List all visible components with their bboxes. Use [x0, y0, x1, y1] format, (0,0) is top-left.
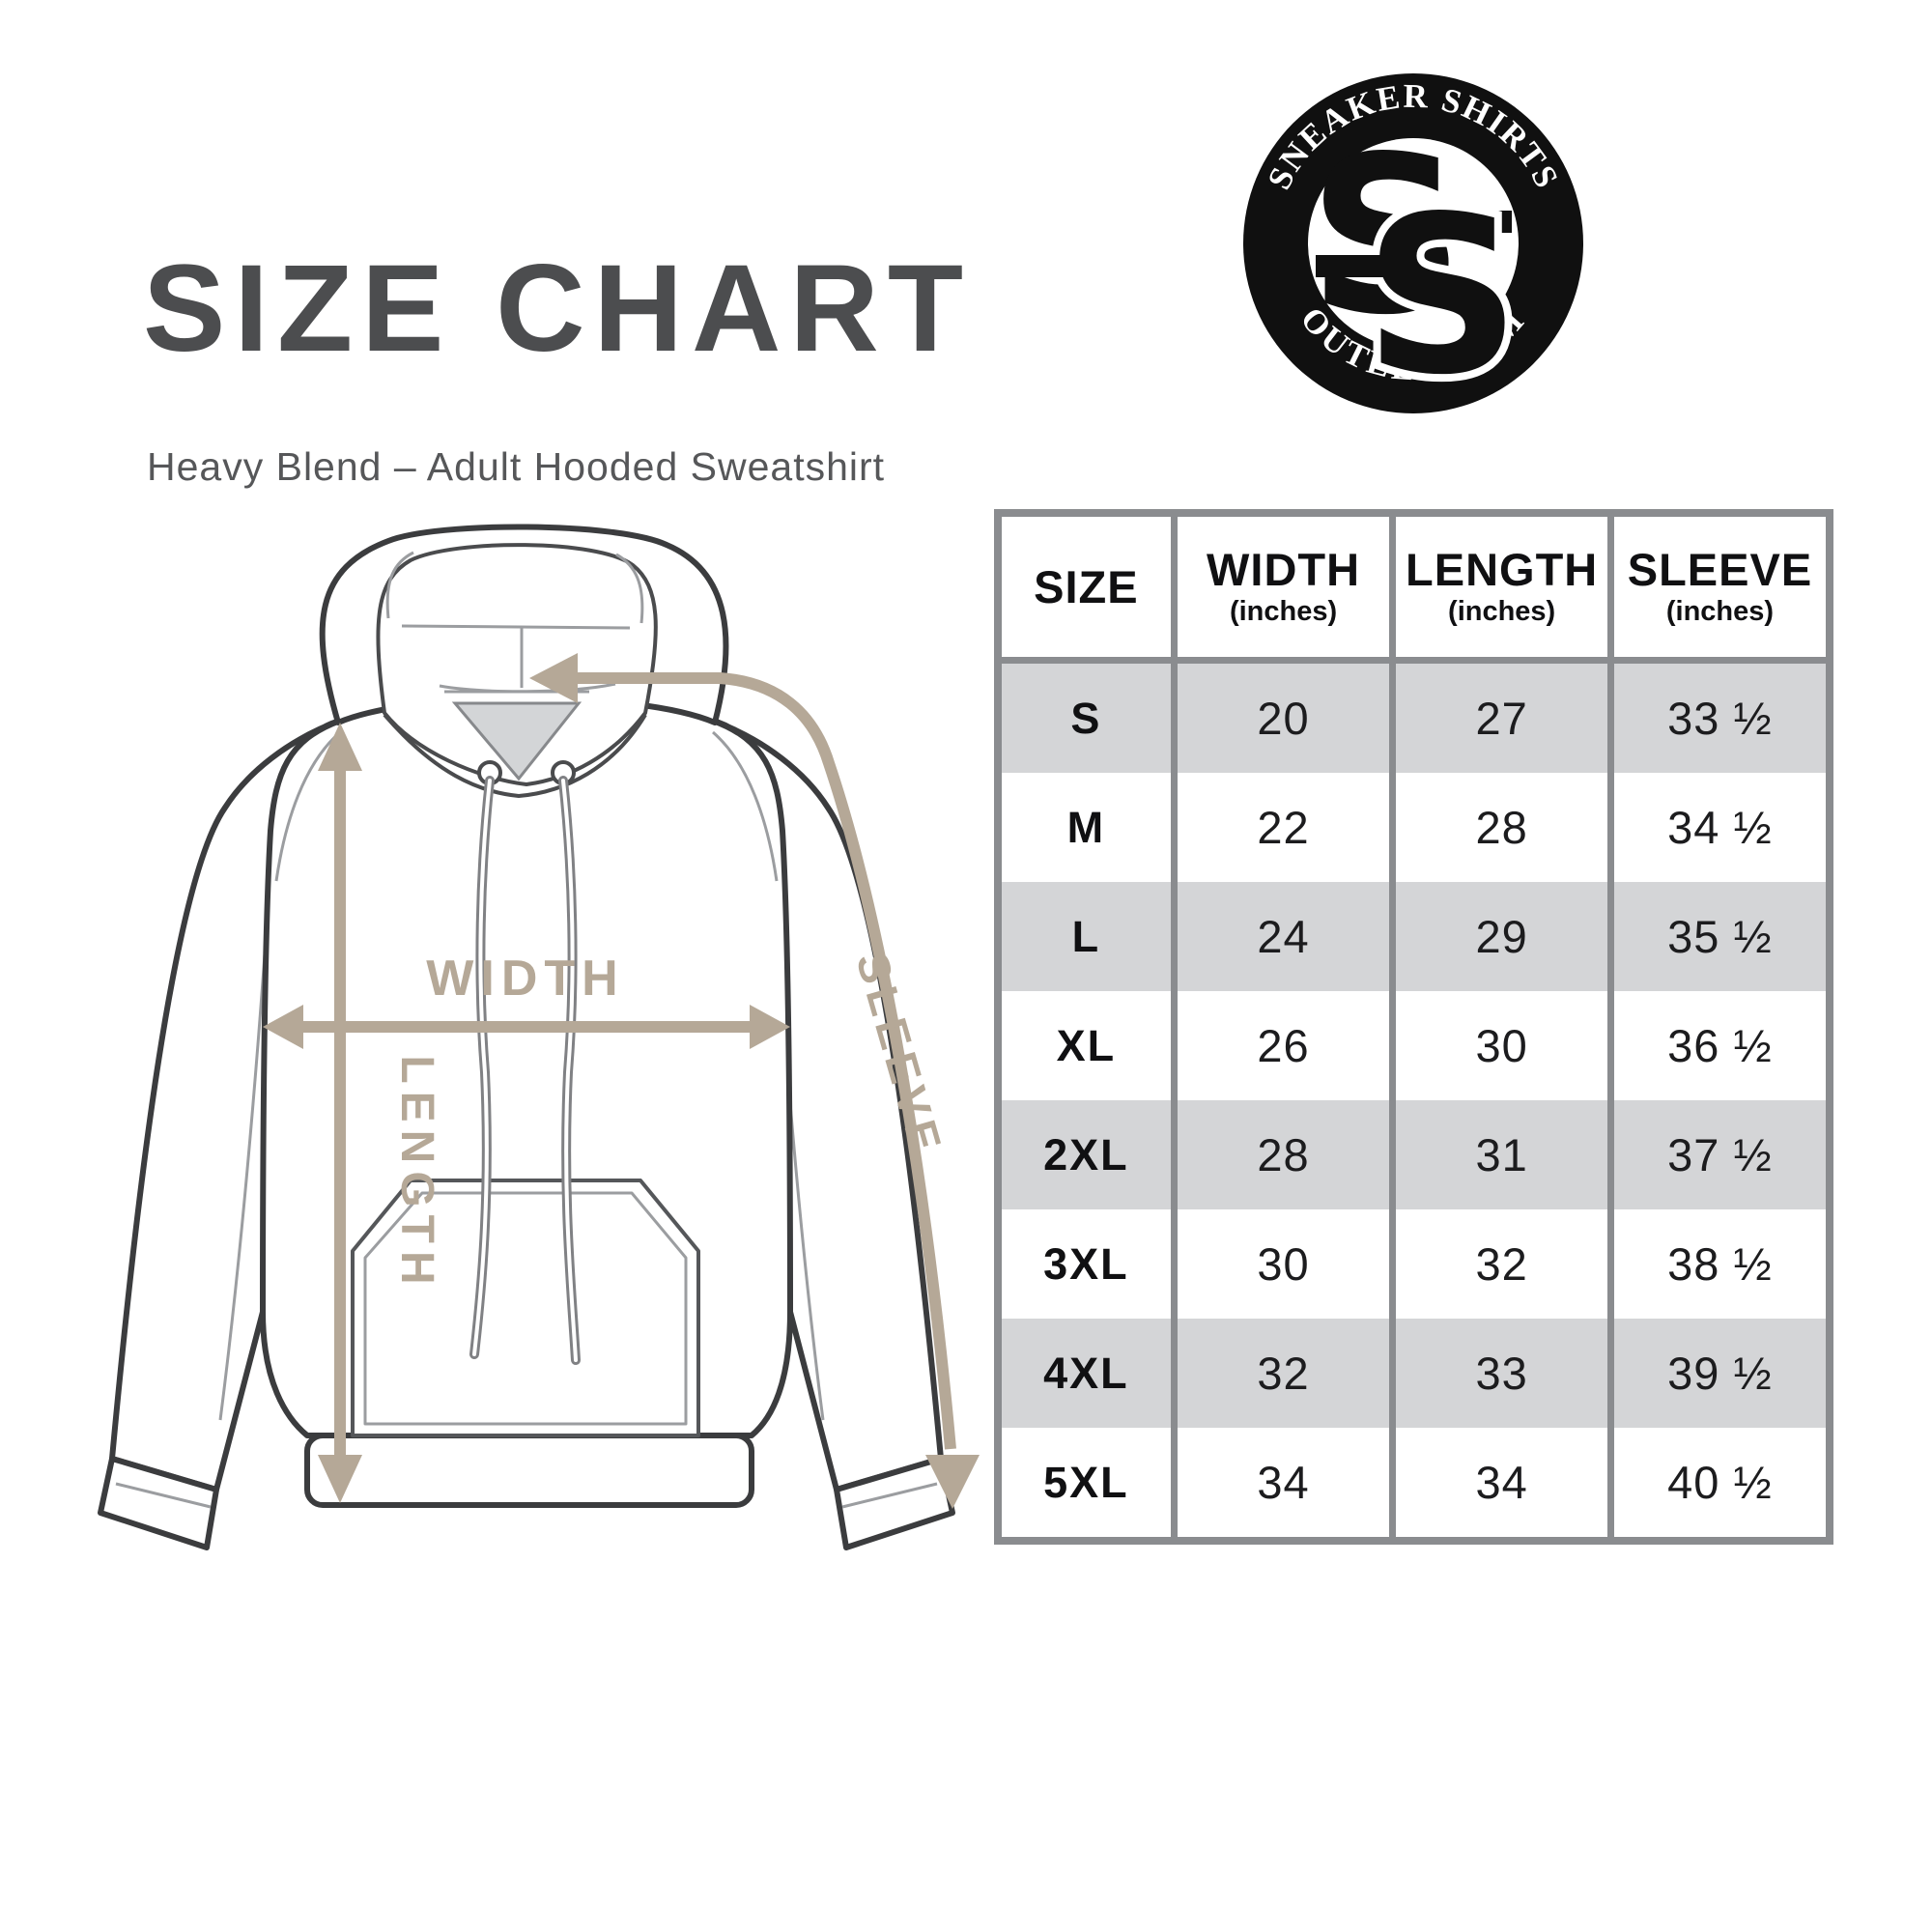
- header-size: SIZE: [998, 513, 1175, 664]
- cell-length: 32: [1389, 1209, 1611, 1319]
- left-cuff-seam: [115, 1482, 212, 1509]
- cell-length: 28: [1389, 773, 1611, 882]
- header-width-label: WIDTH: [1207, 544, 1361, 596]
- cell-sleeve: 35 ½: [1606, 882, 1830, 991]
- size-table: SIZE WIDTH (inches) LENGTH (inches) SLEE…: [994, 509, 1833, 1545]
- table-row-3xl: 3XL 30 32 38 ½: [998, 1209, 1830, 1319]
- width-label: WIDTH: [426, 951, 624, 1007]
- cell-size: 3XL: [1043, 1238, 1129, 1289]
- cell-size: XL: [1056, 1020, 1117, 1070]
- cell-width: 28: [1170, 1100, 1393, 1209]
- cell-length: 30: [1389, 991, 1611, 1100]
- table-row-xl: XL 26 30 36 ½: [998, 991, 1830, 1100]
- header-sleeve-label: SLEEVE: [1627, 544, 1813, 596]
- kangaroo-pocket: [351, 1179, 700, 1437]
- cell-width: 26: [1170, 991, 1393, 1100]
- monogram-s2: S: [1364, 170, 1520, 417]
- cell-size: S: [998, 660, 1175, 773]
- header-width-unit: (inches): [1229, 595, 1338, 627]
- header-sleeve: SLEEVE (inches): [1606, 513, 1830, 664]
- table-row-5xl: 5XL 34 34 40 ½: [998, 1428, 1830, 1541]
- right-drawstring-core: [561, 779, 578, 1362]
- cell-size: 4XL: [998, 1319, 1175, 1428]
- length-label: LENGTH: [391, 1055, 442, 1292]
- length-arrow: [318, 723, 362, 1503]
- monogram-bar-left: [1316, 255, 1398, 277]
- size-table-header-row: SIZE WIDTH (inches) LENGTH (inches) SLEE…: [998, 513, 1830, 664]
- cell-width: 30: [1170, 1209, 1393, 1319]
- logo-ss-monogram: S S: [1308, 110, 1528, 417]
- table-row-s: S 20 27 33 ½: [998, 660, 1830, 773]
- cell-length: 34: [1389, 1428, 1611, 1541]
- page-title: SIZE CHART: [143, 240, 972, 378]
- page-subtitle: Heavy Blend – Adult Hooded Sweatshirt: [147, 444, 886, 489]
- left-raglan-seam: [274, 730, 341, 882]
- cell-length: 31: [1389, 1100, 1611, 1209]
- left-sleeve-seam-line: [218, 926, 269, 1421]
- brand-logo: SNEAKER SHIRTS OUTLET.COM S S: [1243, 73, 1583, 417]
- width-arrow: [263, 1005, 790, 1049]
- cell-size: L: [998, 882, 1175, 991]
- header-length: LENGTH (inches): [1389, 513, 1611, 664]
- kangaroo-pocket-stitch: [363, 1191, 688, 1426]
- table-row-2xl: 2XL 28 31 37 ½: [998, 1100, 1830, 1209]
- cell-sleeve: 38 ½: [1606, 1209, 1830, 1319]
- header-sleeve-unit: (inches): [1665, 595, 1775, 627]
- cell-sleeve: 33 ½: [1606, 660, 1830, 773]
- table-row-4xl: 4XL 32 33 39 ½: [998, 1319, 1830, 1428]
- cell-width: 24: [1170, 882, 1393, 991]
- header-width: WIDTH (inches): [1170, 513, 1393, 664]
- cell-sleeve: 40 ½: [1606, 1428, 1830, 1541]
- cell-width: 22: [1170, 773, 1393, 882]
- right-raglan-seam: [712, 730, 779, 882]
- cell-width: 34: [1170, 1428, 1393, 1541]
- hood-fold-left: [385, 551, 414, 619]
- table-row-l: L 24 29 35 ½: [998, 882, 1830, 991]
- left-drawstring-core: [472, 779, 492, 1356]
- hem-band: [304, 1433, 754, 1508]
- monogram-s1: S: [1308, 110, 1464, 363]
- header-length-unit: (inches): [1448, 595, 1556, 627]
- cell-sleeve: 39 ½: [1606, 1319, 1830, 1428]
- cell-width: 32: [1170, 1319, 1393, 1428]
- cell-width: 20: [1170, 660, 1393, 773]
- hoodie-diagram: WIDTH LENGTH SLEEVE: [98, 524, 980, 1550]
- right-cuff-seam: [841, 1482, 938, 1509]
- cell-size: M: [1066, 802, 1106, 852]
- cell-length: 33: [1389, 1319, 1611, 1428]
- cell-size: 5XL: [1043, 1457, 1129, 1507]
- header-size-label: SIZE: [1034, 560, 1139, 612]
- hood-opening: [376, 543, 658, 786]
- logo-inner-circle: [1308, 138, 1519, 349]
- neck-triangle: [451, 701, 582, 781]
- cell-sleeve: 36 ½: [1606, 991, 1830, 1100]
- cell-length: 27: [1389, 660, 1611, 773]
- sleeve-arrow: [529, 653, 980, 1509]
- hood-fold-right: [615, 553, 644, 624]
- cell-sleeve: 34 ½: [1606, 773, 1830, 882]
- header-length-label: LENGTH: [1406, 544, 1599, 596]
- left-cuff: [98, 1456, 219, 1550]
- monogram-bar-right: [1430, 211, 1512, 233]
- cell-size: 2XL: [998, 1100, 1175, 1209]
- table-row-m: M 22 28 34 ½: [998, 773, 1830, 882]
- hood-back-seam-1: [401, 624, 631, 630]
- collar-bottom-line: [383, 713, 647, 799]
- cell-length: 29: [1389, 882, 1611, 991]
- cell-sleeve: 37 ½: [1606, 1100, 1830, 1209]
